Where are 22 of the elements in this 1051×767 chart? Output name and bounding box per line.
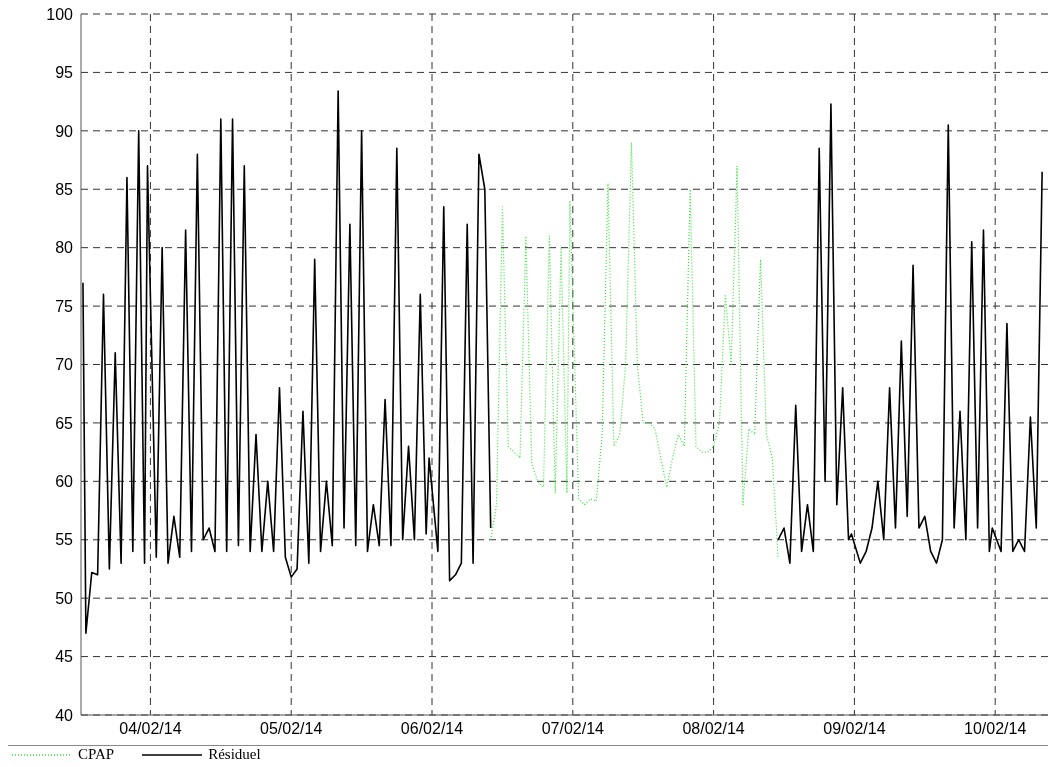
x-tick-label: 06/02/14 [400,720,464,738]
legend-label: CPAP [78,746,115,763]
y-tick-label: 70 [55,356,74,374]
y-tick-label: 85 [55,180,74,198]
x-tick-label: 10/02/14 [964,720,1027,738]
x-tick-label: 08/02/14 [682,720,745,738]
x-tick-label: 05/02/14 [260,720,323,738]
y-tick-label: 45 [55,648,74,666]
y-tick-label: 90 [55,122,74,140]
x-tick-label: 04/02/14 [119,720,182,738]
legend-label: Résiduel [208,746,261,763]
y-tick-label: 75 [55,297,74,315]
y-tick-label: 60 [55,473,74,491]
x-tick-label: 09/02/14 [823,720,886,738]
y-tick-label: 80 [55,239,74,257]
y-tick-label: 50 [55,589,74,607]
y-tick-label: 65 [55,414,74,432]
y-tick-label: 100 [46,5,74,23]
y-tick-label: 55 [55,531,74,549]
y-tick-label: 95 [55,64,74,82]
y-tick-label: 40 [55,706,74,724]
x-tick-label: 07/02/14 [541,720,605,738]
